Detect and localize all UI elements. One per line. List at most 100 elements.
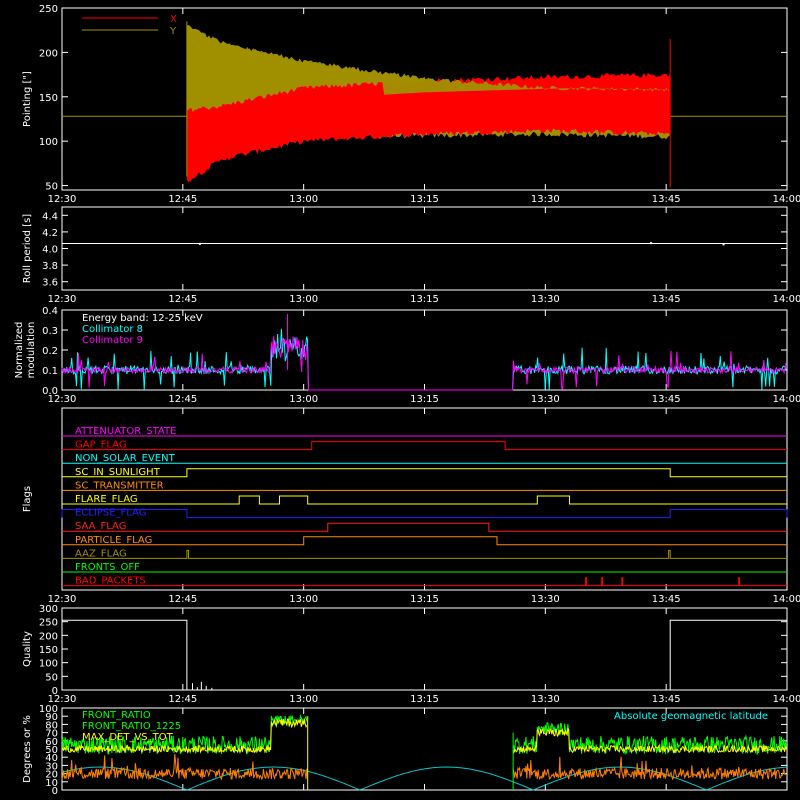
roll-period-ytick-label: 4.4 (42, 211, 58, 222)
max-det-series (61, 718, 308, 754)
quality-ytick-label: 200 (39, 631, 58, 642)
ratios-ytick-label: 20 (45, 770, 58, 781)
roll-period-xtick-label: 13:00 (289, 294, 318, 305)
flags-xtick-label: 14:00 (773, 594, 800, 605)
legend-X-label: X (170, 14, 177, 25)
roll-period-ytick-label: 4.2 (42, 228, 58, 239)
quality-xtick-label: 13:00 (289, 694, 318, 705)
flag-line-AAZ_FLAG (62, 549, 787, 559)
ratios-ytick-label: 40 (45, 753, 58, 764)
legend-Y-label: Y (169, 26, 177, 37)
x-series-band (186, 72, 671, 183)
quality-xtick-label: 13:30 (531, 694, 560, 705)
flag-line-GAP_FLAG (62, 441, 787, 451)
max-det-series (512, 727, 787, 754)
roll-period-ylabel: Roll period [s] (22, 214, 33, 283)
modulation-xtick-label: 13:15 (410, 394, 439, 405)
flag-label-AAZ_FLAG: AAZ_FLAG (75, 548, 127, 559)
pointing-ytick-label: 250 (39, 4, 58, 15)
flag-label-NON_SOLAR_EVENT: NON_SOLAR_EVENT (75, 453, 176, 464)
ratios-ytick-label: 100 (39, 704, 58, 715)
modulation-xtick-label: 13:00 (289, 394, 318, 405)
flag-label-FLARE_FLAG: FLARE_FLAG (75, 494, 138, 505)
modulation-xtick-label: 12:45 (168, 394, 197, 405)
roll-period-ytick-label: 4.0 (42, 245, 58, 256)
flag-line-SAA_FLAG (62, 522, 787, 532)
roll-period-point (198, 242, 201, 245)
front-ratio-series (61, 714, 308, 755)
pointing-ylabel: Pointing ["] (22, 71, 33, 127)
flags-xtick-label: 13:30 (531, 594, 560, 605)
flag-label-PARTICLE_FLAG: PARTICLE_FLAG (75, 535, 152, 546)
ratios-ytick-label: 0 (52, 786, 58, 797)
pointing-xtick-label: 12:45 (168, 194, 197, 205)
modulation-ytick-label: 0.2 (42, 346, 58, 357)
modulation-ylabel: modulation (26, 322, 37, 379)
pointing-xtick-label: 13:15 (410, 194, 439, 205)
roll-period-frame (61, 206, 788, 291)
roll-period-xtick-label: 12:45 (168, 294, 197, 305)
roll-period-xtick-label: 12:30 (48, 294, 77, 305)
legend-MAX_DET_VS_TOT-label: MAX_DET_VS_TOT (82, 732, 174, 743)
modulation-ytick-label: 0.1 (42, 366, 58, 377)
modulation-xtick-label: 12:30 (48, 394, 77, 405)
flag-label-SC_IN_SUNLIGHT: SC_IN_SUNLIGHT (75, 467, 161, 478)
pointing-xtick-label: 13:45 (652, 194, 681, 205)
legend-Collimator 8-label: Collimator 8 (82, 324, 143, 335)
flag-line-PARTICLE_FLAG (62, 536, 787, 546)
ratios-ytick-label: 10 (45, 778, 58, 789)
roll-period-ytick-label: 3.6 (42, 278, 58, 289)
quality-ytick-label: 250 (39, 618, 58, 629)
modulation-xtick-label: 13:30 (531, 394, 560, 405)
flag-label-GAP_FLAG: GAP_FLAG (75, 440, 127, 451)
modulation-ytick-label: 0.0 (42, 386, 58, 397)
quality-ytick-label: 0 (52, 686, 58, 697)
quality-xtick-label: 13:45 (652, 694, 681, 705)
flags-xtick-label: 13:00 (289, 594, 318, 605)
flag-label-ATTENUATOR_STATE: ATTENUATOR_STATE (75, 426, 176, 437)
roll-period-point (650, 242, 653, 245)
flag-label-ECLIPSE_FLAG: ECLIPSE_FLAG (75, 508, 146, 519)
legend-FRONT_RATIO-label: FRONT_RATIO (82, 710, 151, 721)
flag-label-BAD_PACKETS: BAD_PACKETS (75, 576, 146, 587)
roll-period-xtick-label: 14:00 (773, 294, 800, 305)
pointing-xtick-label: 13:00 (289, 194, 318, 205)
quality-xtick-label: 14:00 (773, 694, 800, 705)
modulation-ytick-label: 0.4 (42, 306, 58, 317)
legend-Collimator 9-label: Collimator 9 (82, 335, 143, 346)
y-series-upper-band (186, 24, 671, 109)
ratios-ytick-label: 70 (45, 729, 58, 740)
quality-xtick-label: 12:45 (168, 694, 197, 705)
flag-label-SAA_FLAG: SAA_FLAG (75, 521, 126, 532)
flags-xtick-label: 12:45 (168, 594, 197, 605)
ratios-ylabel: Degrees or % (22, 715, 33, 783)
pointing-ytick-label: 200 (39, 48, 58, 59)
quality-line (62, 619, 188, 690)
orange-series (61, 753, 308, 781)
quality-xtick-label: 12:30 (48, 694, 77, 705)
modulation-xtick-label: 14:00 (773, 394, 800, 405)
ratios-ytick-label: 90 (45, 712, 58, 723)
quality-ytick-label: 50 (45, 672, 58, 683)
quality-ytick-label: 150 (39, 645, 58, 656)
quality-xtick-label: 13:15 (410, 694, 439, 705)
ratios-ytick-label: 80 (45, 720, 58, 731)
flag-line-FLARE_FLAG (62, 495, 787, 505)
flag-label-SC_TRANSMITTER: SC_TRANSMITTER (75, 480, 164, 491)
quality-ytick-label: 300 (39, 604, 58, 615)
flag-line-SC_IN_SUNLIGHT (62, 468, 787, 478)
roll-period-xtick-label: 13:30 (531, 294, 560, 305)
roll-period-ytick-label: 3.8 (42, 261, 58, 272)
modulation-ylabel: Normalized (14, 322, 25, 379)
flags-ylabel: Flags (22, 486, 33, 512)
roll-period-point (722, 243, 725, 246)
ratios-ytick-label: 60 (45, 737, 58, 748)
flags-xtick-label: 13:45 (652, 594, 681, 605)
legend-Energy band: 12-25 keV-label: Energy band: 12-25 keV (82, 313, 203, 324)
flags-xtick-label: 13:15 (410, 594, 439, 605)
flags-xtick-label: 12:30 (48, 594, 77, 605)
legend-FRONT_RATIO_1225-label: FRONT_RATIO_1225 (82, 721, 181, 732)
pointing-ytick-label: 150 (39, 93, 58, 104)
